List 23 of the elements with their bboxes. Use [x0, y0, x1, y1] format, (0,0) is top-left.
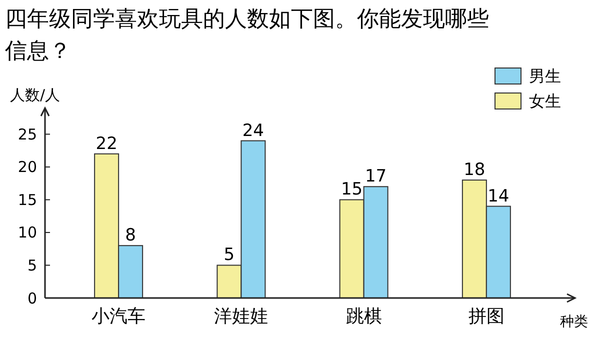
data-label: 24 — [242, 120, 264, 141]
x-tick-label: 跳棋 — [346, 306, 382, 327]
y-tick-label: 10 — [18, 224, 37, 242]
y-tick-label: 5 — [27, 256, 37, 274]
y-tick-label: 0 — [27, 289, 37, 308]
x-tick-label: 小汽车 — [92, 306, 146, 327]
legend-label: 女生 — [529, 92, 561, 111]
x-tick-label: 洋娃娃 — [214, 306, 268, 327]
x-tick-label: 拼图 — [468, 306, 504, 327]
data-label: 15 — [340, 180, 363, 200]
y-tick-label: 20 — [18, 158, 37, 176]
data-label: 14 — [488, 186, 510, 206]
data-label: 18 — [464, 160, 486, 180]
x-axis-title: 种类 — [560, 314, 588, 330]
data-label: 8 — [125, 226, 136, 246]
legend-label: 男生 — [529, 66, 561, 86]
y-axis-title: 人数/人 — [10, 86, 60, 104]
y-tick-label: 25 — [18, 125, 37, 144]
data-label: 22 — [96, 134, 118, 154]
y-tick-label: 15 — [18, 190, 37, 209]
chart-title: 四年级同学喜欢玩具的人数如下图。你能发现哪些信息？ — [5, 7, 489, 64]
data-label: 5 — [224, 245, 235, 266]
data-label: 17 — [364, 166, 387, 187]
